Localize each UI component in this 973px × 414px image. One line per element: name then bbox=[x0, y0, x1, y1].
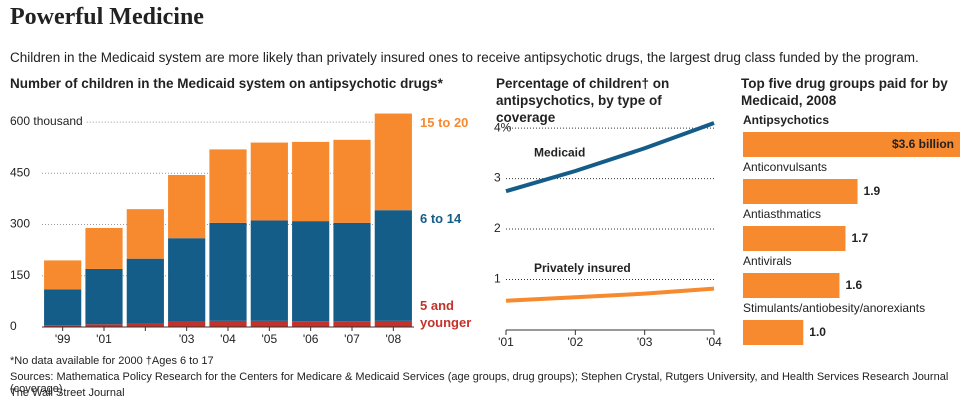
x-tick-label: '99 bbox=[55, 332, 71, 346]
bar-segment bbox=[85, 268, 123, 325]
bar-segment bbox=[168, 321, 206, 327]
x-tick-label: '05 bbox=[262, 332, 278, 346]
sources: Sources: Mathematica Policy Research for… bbox=[10, 371, 949, 395]
chart-title: Top five drug groups paid for by Medicai… bbox=[741, 76, 948, 108]
bar-segment bbox=[44, 325, 82, 327]
bar-segment bbox=[209, 320, 247, 327]
y-tick-label: 600 thousand bbox=[10, 114, 83, 128]
bar bbox=[743, 179, 858, 204]
bar-segment bbox=[292, 221, 330, 322]
bar-segment bbox=[250, 142, 288, 221]
x-tick-label: '04 bbox=[706, 335, 722, 349]
bar-segment bbox=[333, 139, 371, 223]
x-tick-label: '01 bbox=[96, 332, 112, 346]
chart-title: Number of children in the Medicaid syste… bbox=[10, 76, 443, 91]
bar-segment bbox=[44, 260, 82, 290]
value-label: 1.6 bbox=[845, 278, 862, 292]
bar-segment bbox=[168, 238, 206, 322]
y-tick-label: 300 bbox=[10, 217, 30, 231]
x-tick-label: '03 bbox=[179, 332, 195, 346]
value-label: 1.9 bbox=[864, 184, 881, 198]
bar-segment bbox=[85, 324, 123, 327]
bar-segment bbox=[209, 222, 247, 321]
bar-segment bbox=[126, 258, 164, 324]
chart-title: Percentage of children† on antipsychotic… bbox=[496, 76, 670, 125]
line bbox=[505, 121, 715, 194]
bar-segment bbox=[292, 141, 330, 222]
bar-segment bbox=[85, 227, 123, 269]
subtitle: Children in the Medicaid system are more… bbox=[10, 50, 919, 65]
value-label: 1.0 bbox=[809, 325, 826, 339]
y-tick-label: 2 bbox=[494, 221, 501, 235]
y-tick-label: 450 bbox=[10, 165, 30, 179]
bar-segment bbox=[250, 220, 288, 321]
bar-segment bbox=[168, 175, 206, 239]
x-tick-label: '06 bbox=[303, 332, 319, 346]
x-tick-label: '03 bbox=[637, 335, 653, 349]
bar bbox=[743, 226, 846, 251]
bar-segment bbox=[126, 323, 164, 327]
bar-segment bbox=[374, 210, 412, 321]
y-tick-label: 1 bbox=[494, 272, 501, 286]
value-label: 1.7 bbox=[851, 231, 868, 245]
bar-segment bbox=[333, 222, 371, 322]
category-label: Stimulants/antiobesity/anorexiants bbox=[743, 301, 925, 315]
bar-segment bbox=[44, 289, 82, 326]
value-label: $3.6 billion bbox=[892, 137, 954, 151]
credit: The Wall Street Journal bbox=[10, 387, 125, 399]
line bbox=[505, 286, 715, 303]
category-label: Antipsychotics bbox=[743, 113, 829, 127]
bar-segment bbox=[250, 320, 288, 327]
series-label: 6 to 14 bbox=[420, 211, 462, 227]
bar-segment bbox=[126, 209, 164, 259]
x-tick-label: '04 bbox=[220, 332, 236, 346]
footnote: *No data available for 2000 †Ages 6 to 1… bbox=[10, 355, 214, 367]
bar-segment bbox=[292, 321, 330, 327]
bar bbox=[743, 273, 840, 298]
series-label: Privately insured bbox=[534, 261, 631, 275]
x-tick-label: '08 bbox=[386, 332, 402, 346]
y-tick-label: 150 bbox=[10, 268, 30, 282]
y-tick-label: 3 bbox=[494, 171, 501, 185]
bar-segment bbox=[374, 113, 412, 211]
x-tick-label: '07 bbox=[344, 332, 360, 346]
page-title: Powerful Medicine bbox=[10, 4, 204, 30]
bar-segment bbox=[333, 321, 371, 327]
category-label: Anticonvulsants bbox=[743, 160, 827, 174]
y-tick-label: 4% bbox=[494, 120, 512, 134]
x-tick-label: '01 bbox=[498, 335, 514, 349]
category-label: Antivirals bbox=[743, 254, 792, 268]
category-label: Antiasthmatics bbox=[743, 207, 821, 221]
bar bbox=[743, 132, 960, 157]
x-tick-label: '02 bbox=[568, 335, 584, 349]
bar-segment bbox=[209, 149, 247, 223]
bar-segment bbox=[374, 320, 412, 327]
series-label: Medicaid bbox=[534, 145, 585, 159]
series-label: 15 to 20 bbox=[420, 114, 469, 130]
y-tick-label: 0 bbox=[10, 319, 17, 333]
bar bbox=[743, 320, 804, 345]
series-label: 5 and younger bbox=[420, 298, 472, 330]
